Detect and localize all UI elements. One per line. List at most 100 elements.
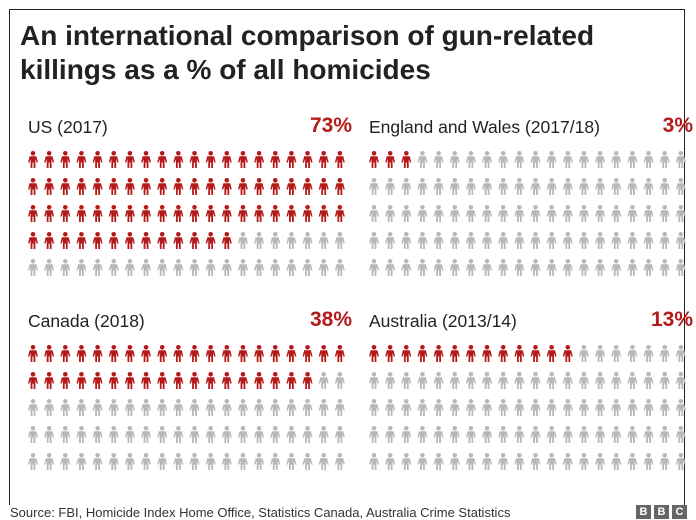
person-icon [595,259,606,276]
person-icon [124,453,135,470]
person-icon [611,399,622,416]
source-note: Source: FBI, Homicide Index Home Office,… [10,505,511,520]
person-icon [643,345,654,362]
person-icon-highlighted [76,372,87,389]
person-icon [611,205,622,222]
person-icon [92,453,103,470]
person-icon [401,259,412,276]
person-icon [254,232,265,249]
person-icon [498,151,509,168]
person-icon [498,453,509,470]
person-icon [173,453,184,470]
person-icon [318,372,329,389]
person-icon-highlighted [157,232,168,249]
person-icon-highlighted [369,345,379,362]
person-icon-highlighted [254,151,265,168]
person-icon [578,453,589,470]
person-icon-highlighted [44,178,55,195]
person-icon-highlighted [334,178,345,195]
person-icon-highlighted [44,345,55,362]
logo-letter: B [636,505,651,519]
panel-canada: Canada (2018) 38% [28,308,352,471]
person-icon-highlighted [60,205,71,222]
person-icon-highlighted [173,151,184,168]
person-icon [417,151,428,168]
person-icon [157,259,168,276]
person-icon-highlighted [401,345,412,362]
person-icon [498,399,509,416]
person-icon [417,259,428,276]
person-icon [659,178,670,195]
person-icon-highlighted [221,178,232,195]
person-icon [546,426,557,443]
person-icon [286,399,297,416]
person-icon [205,453,216,470]
person-icon [318,426,329,443]
person-icon [611,151,622,168]
person-icon [76,453,87,470]
person-icon [44,399,55,416]
person-icon-highlighted [530,345,541,362]
panel-england-wales: England and Wales (2017/18) 3% [369,114,693,277]
person-icon-highlighted [237,205,248,222]
person-icon [643,151,654,168]
person-icon [401,426,412,443]
person-icon [643,372,654,389]
person-icon [205,259,216,276]
person-icon-highlighted [76,232,87,249]
person-icon [449,232,460,249]
person-icon [369,178,379,195]
person-icon [675,399,686,416]
person-icon [44,453,55,470]
person-icon [643,399,654,416]
person-icon-highlighted [60,178,71,195]
person-icon-highlighted [76,205,87,222]
person-icon-highlighted [124,372,135,389]
person-icon-highlighted [76,151,87,168]
person-icon-highlighted [124,178,135,195]
person-icon [482,372,493,389]
person-icon [302,232,313,249]
person-icon [465,232,476,249]
person-icon-highlighted [189,345,200,362]
person-icon-highlighted [205,345,216,362]
person-icon [108,399,119,416]
person-icon-highlighted [141,178,152,195]
panel-percentage: 3% [662,114,693,137]
person-icon-highlighted [286,345,297,362]
panel-label: Canada (2018) [28,311,145,331]
person-icon [659,151,670,168]
person-icon [498,205,509,222]
person-icon [562,372,573,389]
person-icon [108,453,119,470]
person-icon [611,372,622,389]
person-icon [465,399,476,416]
person-icon [189,259,200,276]
person-icon [28,399,38,416]
person-icon-highlighted [254,372,265,389]
person-icon [28,453,38,470]
person-icon [369,232,379,249]
person-icon [286,259,297,276]
logo-letter: C [672,505,687,519]
person-icon [369,399,379,416]
person-icon [514,259,525,276]
person-icon [611,426,622,443]
panel-australia: Australia (2013/14) 13% [369,308,693,471]
person-icon [578,151,589,168]
person-icon [401,372,412,389]
person-icon [157,453,168,470]
person-icon [157,426,168,443]
person-icon [659,399,670,416]
person-icon-highlighted [173,345,184,362]
person-icon [385,205,396,222]
person-icon [449,178,460,195]
person-icon [449,151,460,168]
person-icon [141,426,152,443]
person-icon [562,259,573,276]
person-icon-highlighted [92,345,103,362]
person-icon-highlighted [385,151,396,168]
person-icon-highlighted [302,178,313,195]
person-icon-highlighted [318,345,329,362]
person-icon-highlighted [157,372,168,389]
